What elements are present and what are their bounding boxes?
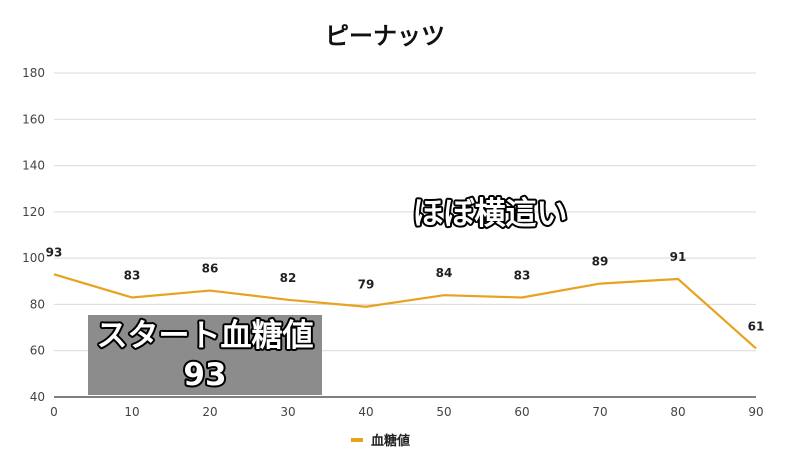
y-tick-label: 180: [22, 66, 45, 80]
data-label: 82: [280, 271, 297, 285]
data-label: 93: [46, 245, 63, 259]
data-label: 83: [124, 268, 141, 282]
data-label: 89: [592, 255, 609, 269]
y-tick-label: 40: [30, 390, 45, 404]
x-tick-label: 60: [514, 405, 529, 419]
gridlines: [54, 72, 756, 398]
x-tick-label: 20: [202, 405, 217, 419]
y-tick-label: 120: [22, 205, 45, 219]
y-tick-label: 60: [30, 344, 45, 358]
x-tick-label: 40: [358, 405, 373, 419]
x-tick-label: 50: [436, 405, 451, 419]
start-annotation-line1: スタート血糖値: [97, 318, 314, 354]
data-labels: 93 83 86 82 79 84 83 89 91 61: [46, 245, 765, 333]
data-label: 84: [436, 266, 453, 280]
start-annotation-line2: 93: [183, 357, 226, 393]
data-label: 91: [670, 250, 687, 264]
data-label: 61: [748, 319, 765, 333]
data-label: 86: [202, 262, 219, 276]
series-line: [53, 273, 757, 350]
x-tick-label: 30: [280, 405, 295, 419]
data-label: 79: [358, 278, 375, 292]
x-tick-label: 70: [592, 405, 607, 419]
series-lines: [53, 273, 757, 350]
chart-title: ピーナッツ: [325, 22, 445, 50]
start-annotation-box: [88, 315, 322, 395]
x-tick-label: 10: [124, 405, 139, 419]
legend-swatch: [351, 438, 363, 442]
flat-annotation: ほぼ横這い: [413, 196, 568, 232]
data-label: 83: [514, 268, 531, 282]
x-tick-label: 90: [748, 405, 763, 419]
y-tick-label: 100: [22, 251, 45, 265]
y-tick-label: 140: [22, 159, 45, 173]
y-tick-label: 80: [30, 297, 45, 311]
x-axis-ticks: 0 10 20 30 40 50 60 70 80 90: [50, 405, 763, 419]
y-axis-ticks: 40 60 80 100 120 140 160 180: [22, 66, 45, 404]
y-tick-label: 160: [22, 112, 45, 126]
x-tick-label: 80: [670, 405, 685, 419]
legend-label: 血糖値: [371, 433, 410, 449]
legend: 血糖値: [351, 433, 410, 449]
x-tick-label: 0: [50, 405, 58, 419]
